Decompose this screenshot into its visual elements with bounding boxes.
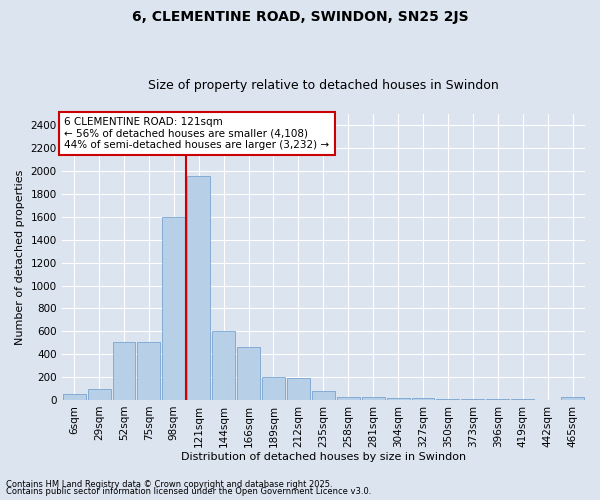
Bar (137, 342, 160, 400)
Text: 6 CLEMENTINE ROAD: 121sqm
← 56% of detached houses are smaller (4,108)
44% of se: 6 CLEMENTINE ROAD: 121sqm ← 56% of detac… (64, 117, 329, 150)
Bar (337, 396, 360, 400)
Bar (88, 388, 110, 400)
Bar (212, 332, 235, 400)
Y-axis label: Number of detached properties: Number of detached properties (15, 170, 25, 344)
Title: Size of property relative to detached houses in Swindon: Size of property relative to detached ho… (148, 79, 499, 92)
Bar (561, 396, 584, 400)
Bar (312, 392, 335, 400)
X-axis label: Distribution of detached houses by size in Swindon: Distribution of detached houses by size … (181, 452, 466, 462)
Bar (436, 399, 460, 400)
Bar (461, 399, 484, 400)
Bar (386, 398, 410, 400)
Bar (262, 377, 285, 400)
Text: 6, CLEMENTINE ROAD, SWINDON, SN25 2JS: 6, CLEMENTINE ROAD, SWINDON, SN25 2JS (131, 10, 469, 24)
Text: Contains public sector information licensed under the Open Government Licence v3: Contains public sector information licen… (6, 487, 371, 496)
Bar (237, 348, 260, 400)
Text: Contains HM Land Registry data © Crown copyright and database right 2025.: Contains HM Land Registry data © Crown c… (6, 480, 332, 489)
Bar (163, 217, 185, 400)
Bar (187, 176, 210, 400)
Bar (362, 396, 385, 400)
Bar (412, 398, 434, 400)
Bar (287, 378, 310, 400)
Bar (62, 394, 86, 400)
Bar (113, 342, 136, 400)
